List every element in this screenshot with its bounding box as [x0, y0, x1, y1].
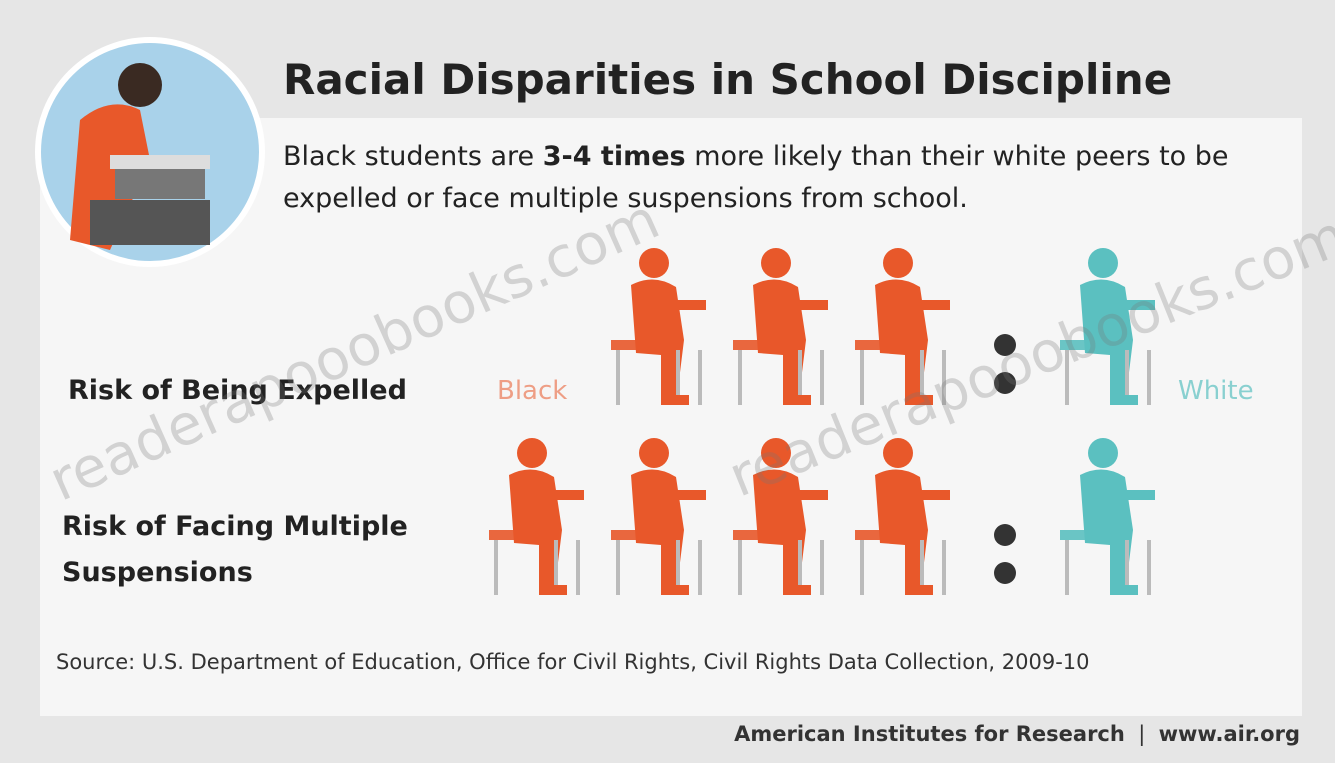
infographic: Racial Disparities in School Discipline … [0, 0, 1335, 763]
student-icon [733, 248, 828, 405]
footer: American Institutes for Research | www.a… [734, 722, 1300, 746]
subtitle-text: Black students are [283, 141, 543, 172]
group-label: White [1178, 376, 1254, 406]
subtitle-emphasis: 3-4 times [543, 141, 686, 172]
group-label: Black [497, 376, 567, 406]
header-illustration [38, 40, 262, 264]
student-icon [489, 438, 584, 595]
subtitle: Black students are 3-4 times more likely… [283, 136, 1283, 220]
footer-url: www.air.org [1159, 722, 1300, 746]
row-label: Risk of Facing Multiple Suspensions [62, 504, 462, 596]
student-icon [611, 438, 706, 595]
source: Source: U.S. Department of Education, Of… [56, 650, 1090, 674]
colon [994, 524, 1016, 584]
student-icon [855, 438, 950, 595]
student-icon [611, 248, 706, 405]
student-icon [1060, 438, 1155, 595]
title: Racial Disparities in School Discipline [283, 55, 1172, 104]
footer-org: American Institutes for Research [734, 722, 1125, 746]
separator: | [1125, 722, 1159, 746]
